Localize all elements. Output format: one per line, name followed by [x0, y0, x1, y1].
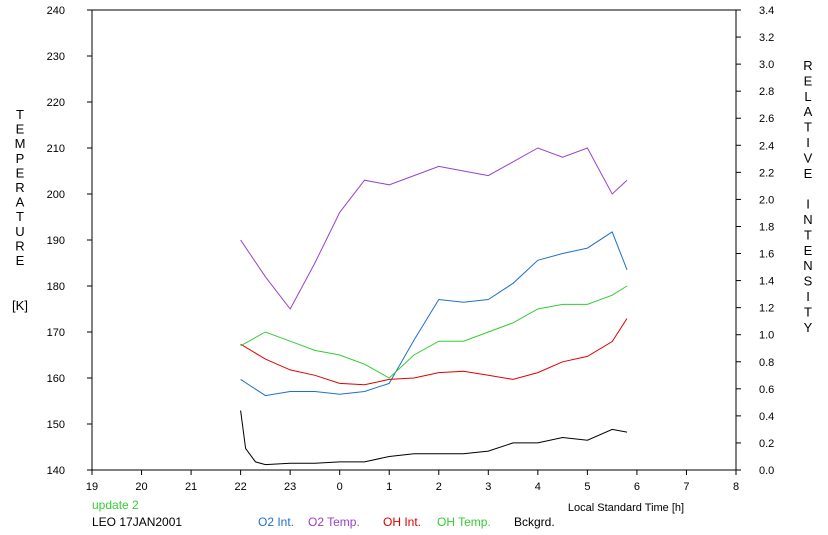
legend-o2-temp: O2 Temp.: [308, 515, 360, 529]
right-label-letter: L: [804, 89, 811, 104]
y-right-tick-label: 0.0: [759, 465, 774, 477]
right-label-letter: I: [806, 135, 810, 150]
data-series: [240, 147, 628, 466]
left-axis-unit: [K]: [12, 298, 28, 313]
right-label-letter: Y: [804, 320, 813, 335]
y-left-tick-label: 140: [47, 465, 65, 477]
right-label-letter: E: [804, 73, 813, 88]
y-right-tick-label: 3.2: [759, 32, 774, 44]
right-label-letter: N: [803, 258, 812, 273]
y-left-tick-label: 170: [47, 327, 65, 339]
y-right-tick-label: 2.2: [759, 167, 774, 179]
x-tick-label: 19: [86, 481, 98, 493]
y-left-tick-label: 210: [47, 143, 65, 155]
status-text: update 2: [92, 498, 139, 512]
legend-o2-int: O2 Int.: [258, 515, 294, 529]
y-right-tick-label: 2.6: [759, 113, 774, 125]
right-label-letter: E: [804, 166, 813, 181]
x-tick-label: 20: [135, 481, 147, 493]
right-label-letter: R: [803, 58, 812, 73]
legend-oh-temp: OH Temp.: [437, 515, 491, 529]
x-tick-label: 22: [234, 481, 246, 493]
y-left-tick-label: 150: [47, 419, 65, 431]
y-right-tick-label: 2.4: [759, 140, 774, 152]
y-left-tick-label: 200: [47, 189, 65, 201]
right-label-letter: I: [806, 289, 810, 304]
x-axis-label: Local Standard Time [h]: [568, 502, 684, 514]
y-right-tick-label: 2.8: [759, 86, 774, 98]
y-left-tick-label: 180: [47, 281, 65, 293]
x-tick-label: 0: [337, 481, 343, 493]
y-right-tick-label: 2.0: [759, 194, 774, 206]
left-label-letter: A: [16, 195, 25, 210]
left-label-letter: E: [16, 253, 25, 268]
left-label-letter: T: [16, 107, 24, 122]
y-left-tick-label: 160: [47, 373, 65, 385]
y-right-tick-label: 1.6: [759, 249, 774, 261]
right-label-letter: T: [804, 120, 812, 135]
series-line-oh-int: [240, 318, 628, 386]
x-tick-label: 5: [584, 481, 590, 493]
series-line-bckgrd: [240, 410, 628, 466]
right-label-letter: N: [803, 212, 812, 227]
series-line-oh-temp: [240, 285, 628, 379]
y-left-tick-label: 240: [47, 5, 65, 17]
left-label-letter: R: [15, 180, 24, 195]
y-left-tick-label: 230: [47, 51, 65, 63]
station-date: LEO 17JAN2001: [92, 515, 182, 529]
left-label-letter: U: [15, 224, 24, 239]
y-left-tick-label: 220: [47, 97, 65, 109]
left-label-letter: E: [16, 165, 25, 180]
y-right-tick-label: 3.0: [759, 59, 774, 71]
y-right-tick-label: 0.8: [759, 357, 774, 369]
right-label-letter: I: [806, 197, 810, 212]
x-tick-label: 8: [733, 481, 739, 493]
right-label-letter: T: [804, 227, 812, 242]
y-right-tick-label: 3.4: [759, 5, 774, 17]
legend-bckgrd: Bckgrd.: [514, 515, 555, 529]
right-label-letter: A: [804, 104, 813, 119]
right-label-letter: S: [804, 274, 813, 289]
left-label-letter: P: [16, 151, 25, 166]
y-right-tick-label: 1.8: [759, 221, 774, 233]
series-line-o2-temp: [240, 147, 628, 310]
plot-frame: [91, 9, 737, 471]
right-label-letter: E: [804, 243, 813, 258]
x-tick-label: 4: [535, 481, 541, 493]
x-tick-label: 3: [485, 481, 491, 493]
legend-oh-int: OH Int.: [383, 515, 421, 529]
y-right-tick-label: 0.4: [759, 411, 774, 423]
x-tick-label: 1: [386, 481, 392, 493]
y-right-tick-label: 0.2: [759, 438, 774, 450]
left-label-letter: T: [16, 209, 24, 224]
y-right-tick-label: 0.6: [759, 384, 774, 396]
y-right-tick-label: 1.4: [759, 276, 774, 288]
x-tick-label: 6: [634, 481, 640, 493]
left-label-letter: E: [16, 122, 25, 137]
y-right-tick-label: 1.0: [759, 330, 774, 342]
y-right-tick-label: 1.2: [759, 303, 774, 315]
axis-ticks: 19 20 21 22 23 0 1 2 3 4 5 6 7 8140150160170180190200…: [47, 5, 775, 493]
x-tick-label: 21: [185, 481, 197, 493]
left-label-letter: M: [15, 136, 26, 151]
x-tick-label: 2: [436, 481, 442, 493]
series-line-o2-int: [240, 231, 628, 397]
right-label-letter: T: [804, 304, 812, 319]
x-tick-label: 7: [683, 481, 689, 493]
x-tick-label: 23: [284, 481, 296, 493]
left-label-letter: R: [15, 238, 24, 253]
y-left-tick-label: 190: [47, 235, 65, 247]
right-label-letter: V: [804, 150, 813, 165]
